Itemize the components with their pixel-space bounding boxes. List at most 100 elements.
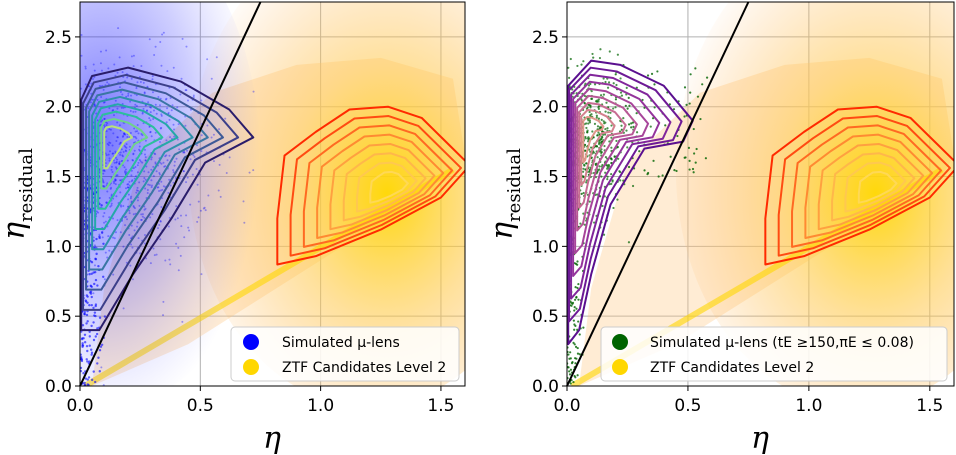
sim-point (109, 187, 112, 190)
sim-point (145, 165, 148, 168)
sim-contour (85, 81, 224, 291)
sim-point (177, 246, 180, 249)
sim-point (578, 353, 581, 356)
sim-point (111, 171, 114, 174)
sim-point (589, 82, 592, 85)
sim-point (121, 93, 124, 96)
sim-point (120, 148, 123, 151)
sim-point (656, 70, 659, 73)
sim-point (595, 100, 599, 103)
sim-point (99, 62, 102, 65)
legend-marker-sim-left (243, 334, 259, 350)
yticks-right: 0.0 0.5 1.0 1.5 2.0 2.5 (532, 28, 567, 397)
sim-point (126, 186, 129, 189)
sim-point (598, 139, 601, 142)
sim-point (588, 200, 591, 203)
sim-point (149, 106, 152, 109)
sim-point (243, 221, 246, 224)
sim-point (641, 98, 644, 102)
sim-point (188, 229, 191, 232)
sim-point (90, 353, 93, 356)
sim-point (568, 357, 571, 360)
sim-point (144, 178, 147, 181)
sim-point (150, 135, 153, 138)
sim-point (140, 213, 143, 216)
sim-point (626, 107, 629, 110)
sim-point (588, 170, 591, 173)
sim-point (615, 83, 618, 87)
sim-point (103, 211, 106, 214)
sim-point (593, 122, 597, 125)
sim-point (98, 235, 101, 238)
sim-point (132, 153, 135, 156)
sim-point (143, 153, 146, 156)
sim-point (688, 168, 691, 171)
ztf-contour (342, 152, 427, 222)
sim-point (573, 323, 576, 326)
sim-point (683, 86, 687, 89)
sim-point (573, 298, 577, 301)
sim-point (585, 162, 588, 165)
sim-contour (100, 117, 149, 190)
sim-point (600, 151, 603, 155)
x-tick-label: 0.0 (553, 396, 580, 416)
sim-point (103, 221, 106, 224)
sim-point (606, 127, 609, 130)
sim-point (625, 129, 628, 132)
sim-point (114, 231, 117, 234)
sim-point (131, 179, 134, 182)
sim-point (617, 157, 620, 160)
sim-point (597, 169, 600, 172)
sim-point (649, 125, 652, 128)
sim-contour (580, 108, 616, 187)
sim-point (584, 137, 587, 140)
sim-point (105, 154, 108, 157)
sim-point (169, 184, 172, 187)
sim-point (120, 106, 123, 109)
sim-point (169, 97, 172, 100)
sim-point (103, 315, 107, 318)
sim-point (90, 303, 93, 307)
sim-point (98, 233, 101, 236)
sim-point (143, 92, 146, 95)
sim-point (219, 195, 222, 198)
sim-point (152, 165, 155, 168)
sim-point (133, 229, 136, 232)
sim-point (691, 167, 695, 171)
legend-marker-ztf-right (612, 359, 628, 375)
sim-point (174, 177, 177, 180)
sim-point (93, 69, 96, 72)
sim-point (167, 191, 170, 194)
sim-point (160, 180, 163, 183)
sim-point (143, 233, 146, 236)
sim-point (103, 101, 106, 104)
sim-point (132, 65, 135, 68)
y-tick-label: 1.0 (45, 237, 72, 257)
sim-point (694, 161, 697, 164)
sim-point (124, 170, 127, 173)
sim-point (186, 99, 189, 102)
sim-point (123, 132, 126, 135)
legend-left: Simulated μ-lens ZTF Candidates Level 2 (230, 326, 460, 382)
sim-point (568, 373, 572, 376)
sim-point (152, 109, 155, 112)
sim-point (95, 252, 98, 256)
sim-point (570, 304, 573, 307)
sim-point (113, 237, 116, 240)
sim-point (573, 262, 576, 265)
sim-point (588, 119, 591, 122)
sim-point (115, 174, 118, 177)
sim-point (108, 157, 111, 160)
sim-point (93, 264, 96, 267)
sim-point (604, 110, 607, 113)
ztf-contours-right (764, 105, 954, 266)
sim-point (603, 144, 606, 148)
sim-point (143, 216, 146, 219)
sim-point (151, 75, 154, 78)
sim-point (627, 241, 631, 244)
sim-point (89, 290, 93, 293)
sim-point (94, 258, 98, 261)
sim-point (574, 376, 577, 379)
sim-point (704, 157, 707, 160)
sim-point (92, 321, 95, 324)
